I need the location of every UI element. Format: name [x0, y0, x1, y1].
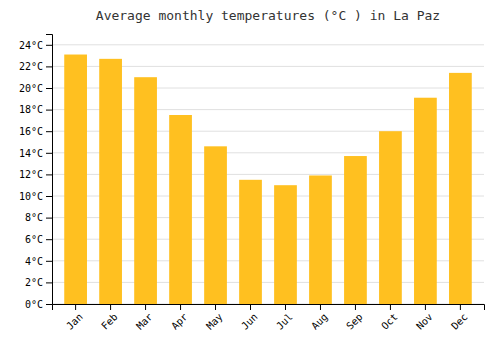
tick: Dec [449, 304, 470, 332]
tick-label: Sep [344, 311, 365, 332]
tick-mark [46, 66, 52, 67]
tick-mark [46, 131, 52, 132]
tick-mark [180, 304, 181, 310]
tick-mark [215, 304, 216, 310]
tick-label: 18°C [19, 104, 43, 115]
tick-mark [46, 304, 52, 305]
tick-label: 24°C [19, 40, 43, 51]
bar [239, 180, 262, 304]
bar [344, 156, 367, 304]
grid [52, 45, 484, 304]
tick-label: May [204, 311, 225, 332]
tick: 8°C [25, 212, 52, 223]
tick-label: 20°C [19, 83, 43, 94]
tick-mark [320, 304, 321, 310]
bar [64, 55, 87, 304]
tick: Jul [274, 304, 295, 332]
tick: 0°C [25, 299, 52, 310]
tick: 18°C [19, 104, 52, 115]
tick-label: 16°C [19, 126, 43, 137]
tick-mark [46, 218, 52, 219]
tick: 24°C [19, 40, 52, 51]
tick: Mar [134, 304, 155, 332]
tick-mark [145, 304, 146, 310]
tick-mark [46, 153, 52, 154]
tick: 2°C [25, 277, 52, 288]
tick: 6°C [25, 234, 52, 245]
x-axis: Jan Feb Mar Apr May Jun Jul Aug Sep Oct Nov Dec [53, 304, 485, 332]
tick: Feb [99, 304, 120, 332]
tick: Aug [309, 304, 330, 332]
tick-label: Dec [449, 311, 470, 332]
tick: May [204, 304, 225, 332]
tick-label: Apr [169, 311, 190, 332]
tick-label: 8°C [25, 212, 43, 223]
tick-label: 4°C [25, 256, 43, 267]
tick-mark [46, 196, 52, 197]
tick-mark [46, 45, 52, 46]
bar [379, 131, 402, 304]
tick-mark [355, 304, 356, 310]
tick-label: 10°C [19, 191, 43, 202]
tick: Oct [379, 304, 400, 332]
tick-mark [46, 282, 52, 283]
tick: Apr [169, 304, 190, 332]
bar [309, 175, 332, 304]
tick-mark [250, 304, 251, 310]
axis-line [53, 305, 485, 311]
tick-mark [46, 88, 52, 89]
tick-label: 6°C [25, 234, 43, 245]
tick-label: Jul [274, 311, 295, 332]
tick: Nov [414, 304, 435, 332]
tick-label: Feb [99, 311, 120, 332]
tick: Jan [64, 304, 85, 332]
chart: 0°C 2°C 4°C 6°C 8°C 10°C 12°C 14°C 16°C 18°C 20°C 2… [0, 0, 500, 350]
tick: 10°C [19, 191, 52, 202]
tick-label: 2°C [25, 277, 43, 288]
tick-label: Mar [134, 311, 155, 332]
bar [274, 185, 297, 304]
bar [414, 98, 437, 304]
tick-label: Jun [239, 311, 260, 332]
bars [64, 55, 472, 304]
tick-mark [46, 239, 52, 240]
tick-label: Nov [414, 311, 435, 332]
tick-mark [46, 110, 52, 111]
tick: 12°C [19, 169, 52, 180]
tick-label: Oct [379, 311, 400, 332]
axis-line [46, 35, 53, 305]
tick: 16°C [19, 126, 52, 137]
tick: 20°C [19, 83, 52, 94]
grid-line [52, 44, 484, 45]
tick-mark [390, 304, 391, 310]
tick-label: 12°C [19, 169, 43, 180]
tick: Sep [344, 304, 365, 332]
tick: 14°C [19, 148, 52, 159]
bar [99, 59, 122, 304]
tick-label: Jan [64, 311, 85, 332]
bar [134, 77, 157, 304]
tick: 4°C [25, 256, 52, 267]
tick-mark [425, 304, 426, 310]
y-axis: 0°C 2°C 4°C 6°C 8°C 10°C 12°C 14°C 16°C 18°C 20°C 2… [19, 35, 53, 310]
bar [204, 146, 227, 304]
tick: 22°C [19, 61, 52, 72]
plot: 0°C 2°C 4°C 6°C 8°C 10°C 12°C 14°C 16°C 18°C 20°C 2… [19, 35, 485, 332]
bar [169, 115, 192, 304]
tick-mark [460, 304, 461, 310]
tick: Jun [239, 304, 260, 332]
tick-mark [110, 304, 111, 310]
tick-mark [285, 304, 286, 310]
tick-label: 0°C [25, 299, 43, 310]
tick-label: 22°C [19, 61, 43, 72]
tick-mark [46, 174, 52, 175]
tick-mark [46, 261, 52, 262]
title: Average monthly temperatures (°C ) in La… [96, 8, 440, 23]
tick-mark [75, 304, 76, 310]
bar [449, 73, 472, 304]
tick-label: Aug [309, 311, 330, 332]
tick-label: 14°C [19, 148, 43, 159]
